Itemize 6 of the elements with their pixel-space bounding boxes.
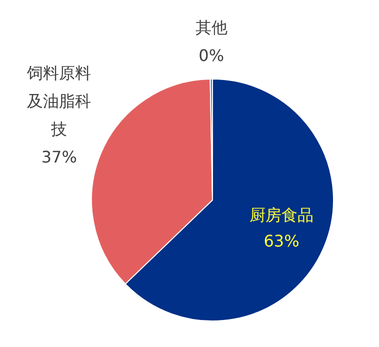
- slice-label: 厨房食品: [250, 206, 314, 225]
- slice-label: 饲料原料及油脂科技: [26, 64, 92, 139]
- slice-label: 其他: [195, 18, 228, 38]
- data-label: 0%: [198, 46, 224, 66]
- data-label: 37%: [41, 148, 77, 167]
- data-label: 63%: [264, 232, 300, 251]
